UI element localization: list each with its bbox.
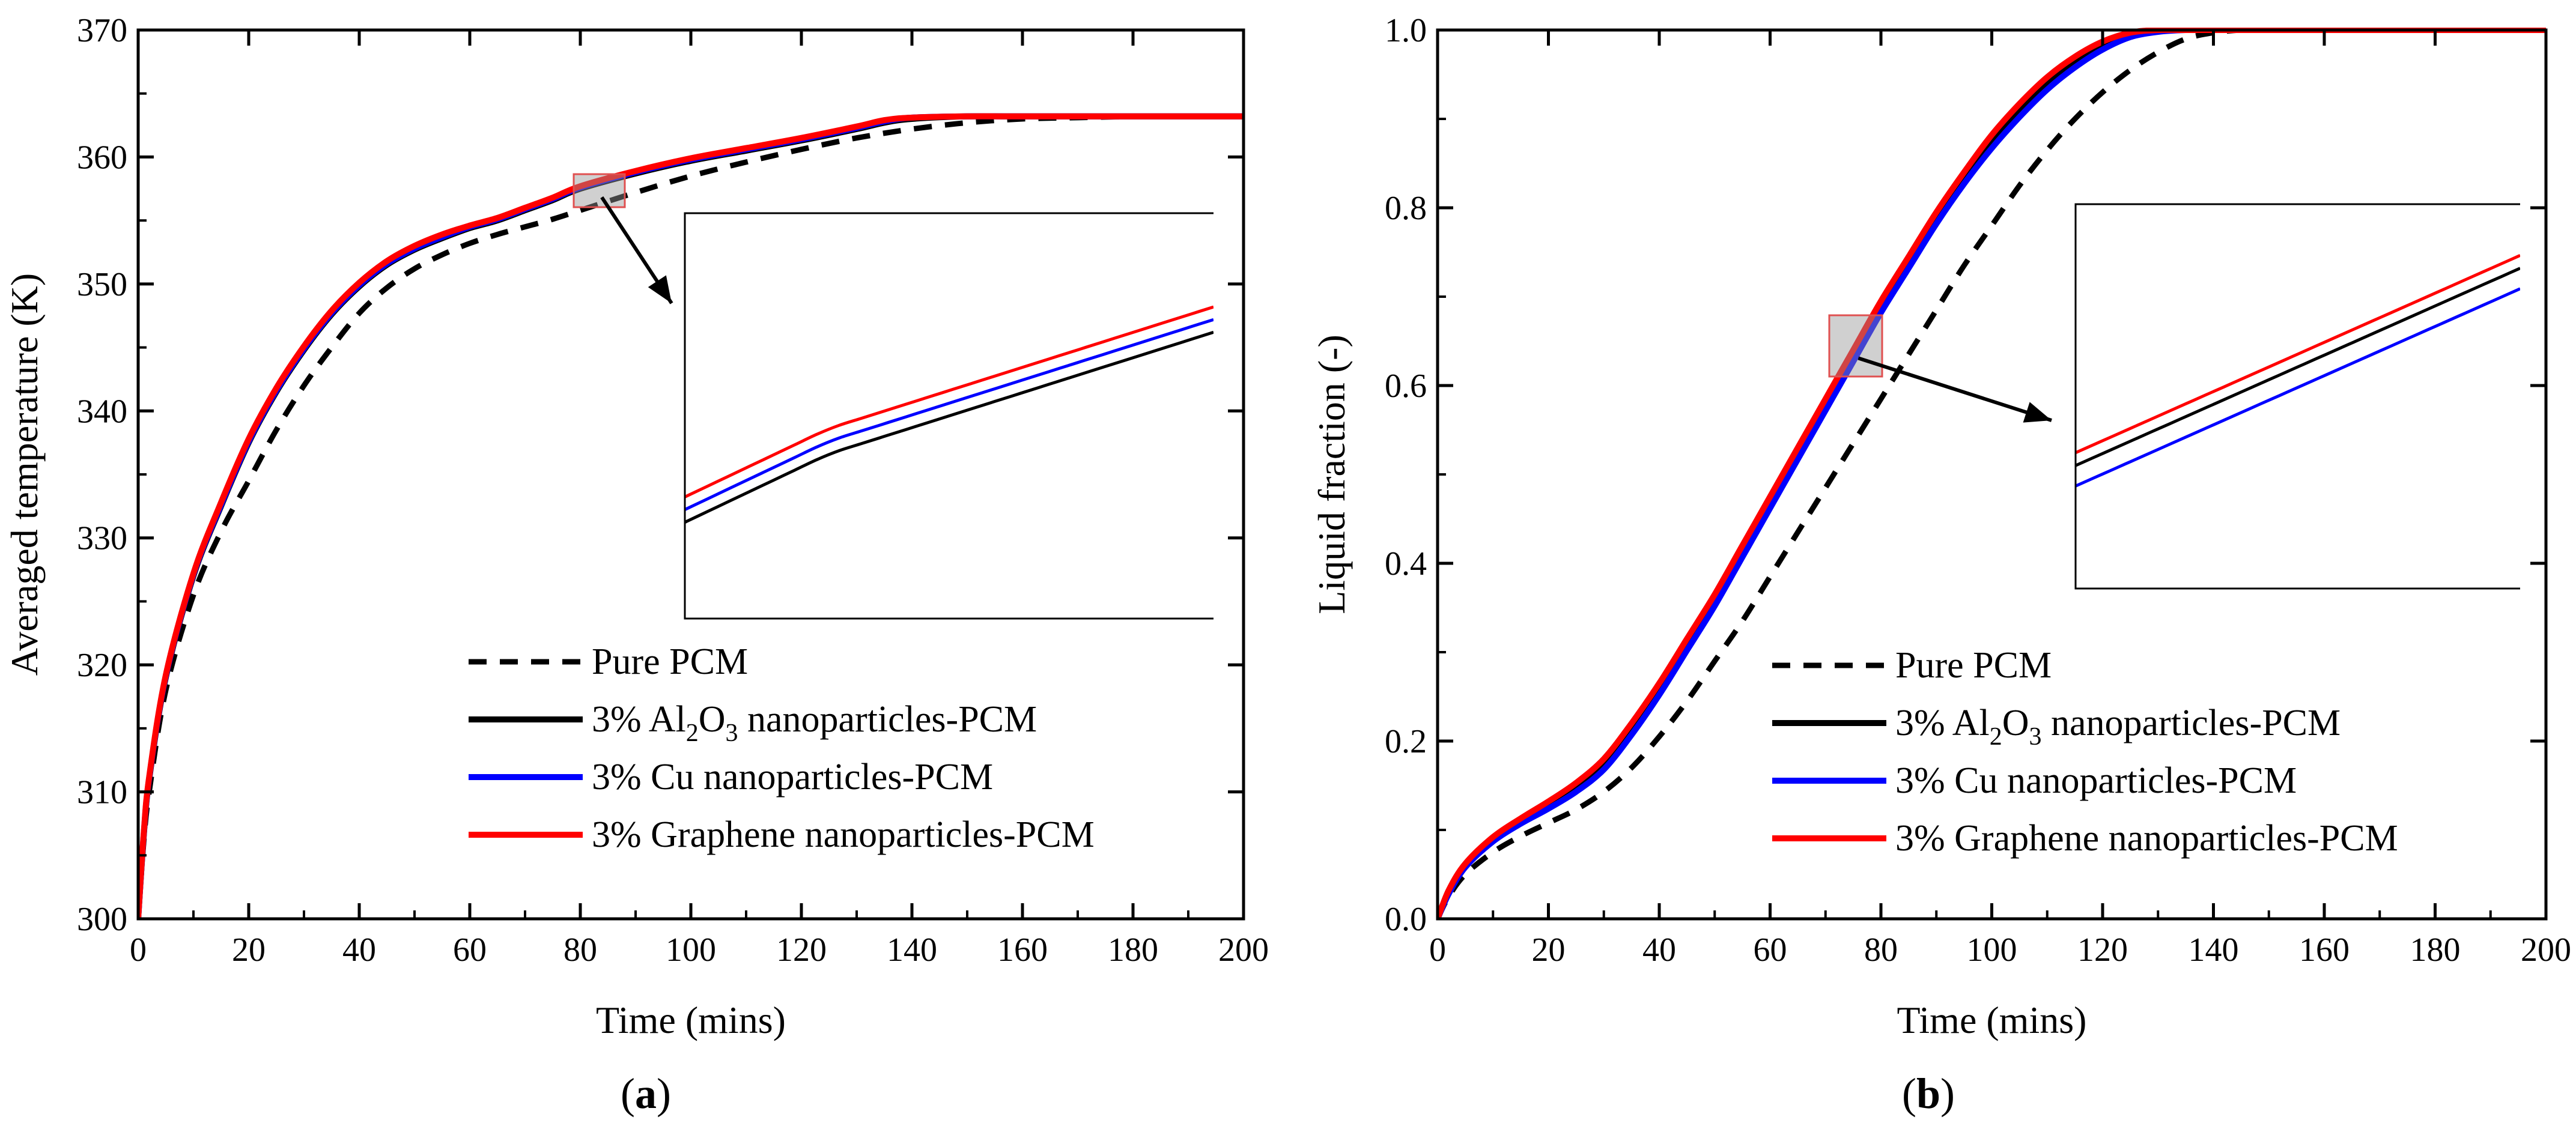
x-tick-label: 20 [1532,931,1566,969]
series-group [138,113,1244,919]
inset-background [2076,204,2520,589]
x-tick-label: 160 [997,931,1048,969]
legend-label-1: Pure PCM [1895,645,2052,686]
legend-label-2: 3% Al2O3 nanoparticles-PCM [592,699,1037,747]
y-tick-label: 310 [77,774,127,811]
x-tick-label: 120 [776,931,827,969]
inset-series-group [685,305,1214,524]
inset-series-line-4 [685,305,1214,498]
x-tick-label: 120 [2077,931,2128,969]
x-tick-label: 160 [2299,931,2350,969]
y-tick-label: 0.8 [1385,190,1427,227]
legend-label-3: 3% Cu nanoparticles-PCM [1895,760,2297,801]
inset-frame [684,212,1214,620]
x-tick-label: 200 [2521,931,2571,969]
x-tick-label: 140 [887,931,937,969]
inset-series-line-3 [685,318,1214,511]
zoom-arrow-head [648,275,672,303]
inset-frame [2074,203,2520,590]
x-tick-label: 60 [453,931,487,969]
panel-a: 0 20 40 60 80 100 120 140 160 180 200 300 310 320 330 3… [3,12,1269,1118]
x-tick-label: 100 [1967,931,2017,969]
x-tick-label: 100 [666,931,716,969]
y-tick-label: 330 [77,520,127,557]
x-axis-title: Time (mins) [1897,999,2087,1041]
series-line-4 [138,113,1244,919]
x-tick-label: 200 [1218,931,1269,969]
legend-label-3: 3% Cu nanoparticles-PCM [592,757,993,798]
y-axis-title: Liquid fraction (-) [1310,334,1353,614]
x-tick-label: 140 [2189,931,2239,969]
inset-series-line-3 [2076,287,2520,488]
x-tick-label: 40 [342,931,376,969]
y-tick-label: 350 [77,266,127,303]
series-line-1 [138,114,1134,919]
x-tick-label: 20 [232,931,266,969]
zoom-box [1828,314,1883,378]
panel-b: 0 20 40 60 80 100 120 140 160 180 200 0.0 0.2 0.4 0.6 0… [1310,12,2571,1118]
y-axis-title: Averaged temperature (K) [3,273,46,676]
y-tick-label: 0.0 [1385,901,1427,938]
series-line-3 [1438,28,2546,921]
y-tick-label: 0.4 [1385,545,1427,583]
panel-label: (b) [1902,1070,1955,1118]
y-tick-label: 300 [77,901,127,938]
y-tick-label: 0.6 [1385,368,1427,405]
x-tick-label: 80 [1864,931,1898,969]
inset-series-line-4 [2076,254,2520,455]
y-tick-label: 0.2 [1385,723,1427,760]
x-tick-label: 80 [564,931,597,969]
x-tick-label: 0 [1429,931,1446,969]
y-tick-label: 370 [77,12,127,49]
y-tick-label: 360 [77,139,127,176]
inset-series-line-2 [685,330,1214,524]
x-tick-label: 60 [1754,931,1787,969]
x-tick-label: 0 [130,931,147,969]
series-line-1 [1438,28,2546,921]
zoom-box [573,173,626,208]
y-tick-label: 320 [77,647,127,684]
inset-series-line-2 [2076,267,2520,467]
x-tick-label: 180 [2410,931,2461,969]
x-tick-label: 180 [1108,931,1158,969]
zoom-arrow-head [2023,402,2052,423]
legend-label-4: 3% Graphene nanoparticles-PCM [1895,818,2398,859]
zoom-arrow-line [1858,356,2052,422]
legend-label-2: 3% Al2O3 nanoparticles-PCM [1895,703,2341,751]
y-tick-label: 1.0 [1385,12,1427,49]
legend-label-4: 3% Graphene nanoparticles-PCM [592,814,1095,855]
x-tick-label: 40 [1642,931,1676,969]
y-tick-label: 340 [77,393,127,430]
panel-label: (a) [621,1070,671,1118]
legend-label-1: Pure PCM [592,641,748,682]
inset-series-group [2076,254,2520,488]
x-axis-title: Time (mins) [596,999,786,1041]
